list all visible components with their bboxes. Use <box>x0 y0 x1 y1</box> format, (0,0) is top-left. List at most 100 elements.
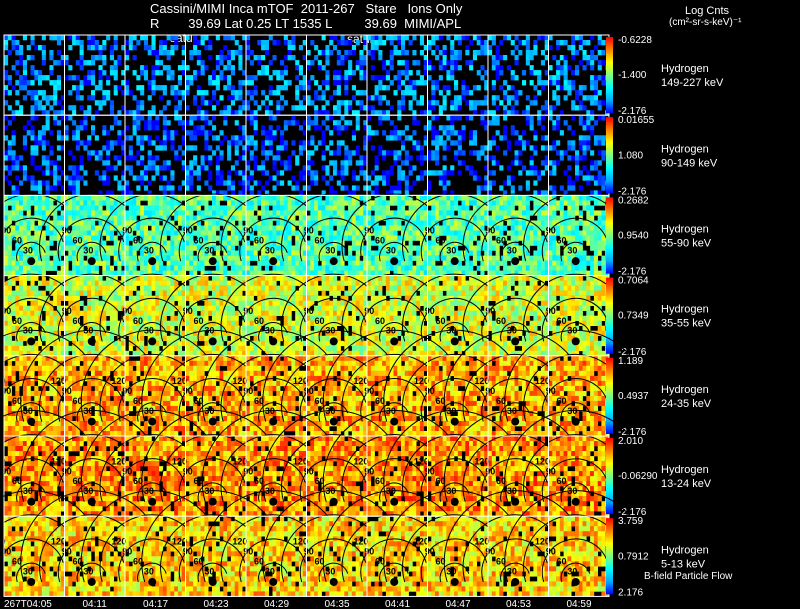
heatmap-cell <box>593 220 598 226</box>
heatmap-cell <box>401 170 406 176</box>
heatmap-cell <box>196 55 201 61</box>
heatmap-cell <box>204 225 209 231</box>
heatmap-cell <box>79 140 84 146</box>
heatmap-cell <box>450 120 455 126</box>
heatmap-cell <box>19 200 24 206</box>
heatmap-cell <box>261 150 266 156</box>
heatmap-cell <box>310 100 315 106</box>
heatmap-cell <box>227 105 232 111</box>
heatmap-cell <box>212 225 217 231</box>
heatmap-cell <box>302 245 307 251</box>
heatmap-cell <box>442 230 447 236</box>
heatmap-cell <box>34 255 39 261</box>
heatmap-cell <box>495 270 500 276</box>
heatmap-cell <box>533 260 538 266</box>
heatmap-cell <box>162 235 167 241</box>
heatmap-cell <box>98 50 103 56</box>
heatmap-cell <box>113 235 118 241</box>
heatmap-cell <box>22 200 27 206</box>
heatmap-cell <box>174 110 179 116</box>
heatmap-cell <box>53 170 58 176</box>
heatmap-cell <box>510 245 515 251</box>
heatmap-cell <box>147 155 152 161</box>
heatmap-cell <box>359 260 364 266</box>
heatmap-cell <box>438 205 443 211</box>
heatmap-cell <box>363 170 368 176</box>
heatmap-cell <box>389 60 394 66</box>
heatmap-cell <box>117 130 122 136</box>
heatmap-cell <box>215 65 220 71</box>
heatmap-cell <box>556 80 561 86</box>
heatmap-cell <box>510 225 515 231</box>
heatmap-cell <box>174 95 179 101</box>
heatmap-cell <box>571 225 576 231</box>
heatmap-cell <box>446 70 451 76</box>
heatmap-cell <box>177 260 182 266</box>
heatmap-cell <box>283 250 288 256</box>
heatmap-cell <box>476 85 481 91</box>
heatmap-cell <box>578 60 583 66</box>
heatmap-cell <box>253 195 258 201</box>
heatmap-cell <box>193 160 198 166</box>
heatmap-cell <box>49 200 54 206</box>
heatmap-cell <box>53 275 58 281</box>
heatmap-cell <box>397 235 402 241</box>
heatmap-cell <box>45 200 50 206</box>
heatmap-cell <box>283 270 288 276</box>
heatmap-cell <box>170 75 175 81</box>
heatmap-cell <box>590 160 595 166</box>
heatmap-cell <box>276 220 281 226</box>
heatmap-cell <box>11 155 16 161</box>
heatmap-cell <box>19 105 24 111</box>
heatmap-cell <box>310 40 315 46</box>
heatmap-cell <box>87 135 92 141</box>
heatmap-cell <box>302 270 307 276</box>
heatmap-cell <box>4 225 9 231</box>
heatmap-cell <box>53 330 58 336</box>
heatmap-cell <box>404 135 409 141</box>
heatmap-cell <box>533 150 538 156</box>
heatmap-cell <box>79 270 84 276</box>
panel-row-0 <box>3 34 610 116</box>
heatmap-cell <box>253 255 258 261</box>
heatmap-cell <box>336 105 341 111</box>
heatmap-cell <box>442 220 447 226</box>
heatmap-cell <box>419 220 424 226</box>
heatmap-cell <box>230 265 235 271</box>
heatmap-cell <box>227 225 232 231</box>
heatmap-cell <box>333 270 338 276</box>
heatmap-cell <box>340 225 345 231</box>
heatmap-cell <box>412 140 417 146</box>
heatmap-cell <box>151 105 156 111</box>
heatmap-cell <box>136 205 141 211</box>
heatmap-cell <box>314 125 319 131</box>
heatmap-cell <box>4 345 9 352</box>
heatmap-cell <box>83 230 88 236</box>
heatmap-cell <box>567 155 572 161</box>
heatmap-cell <box>34 275 39 281</box>
heatmap-cell <box>234 195 239 201</box>
heatmap-cell <box>582 40 587 46</box>
heatmap-cell <box>563 225 568 231</box>
heatmap-cell <box>374 235 379 241</box>
heatmap-cell <box>469 260 474 266</box>
contour-label: 90 <box>485 226 495 236</box>
heatmap-cell <box>344 170 349 176</box>
heatmap-cell <box>113 210 118 216</box>
heatmap-cell <box>238 265 243 271</box>
heatmap-cell <box>393 210 398 216</box>
heatmap-cell <box>518 170 523 176</box>
heatmap-cell <box>249 90 254 96</box>
heatmap-cell <box>416 245 421 251</box>
heatmap-cell <box>431 130 436 136</box>
heatmap-cell <box>79 60 84 66</box>
heatmap-cell <box>374 45 379 51</box>
heatmap-cell <box>174 90 179 96</box>
heatmap-cell <box>310 180 315 186</box>
heatmap-cell <box>234 265 239 271</box>
heatmap-cell <box>212 105 217 111</box>
heatmap-cell <box>397 190 402 196</box>
heatmap-cell <box>56 40 61 46</box>
heatmap-cell <box>563 230 568 236</box>
heatmap-cell <box>382 110 387 116</box>
